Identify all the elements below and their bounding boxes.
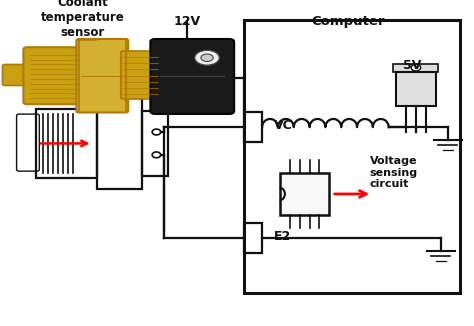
Bar [280, 173, 329, 215]
Bar [244, 20, 460, 293]
Bar [36, 109, 97, 178]
Circle shape [152, 129, 161, 135]
Bar [396, 72, 436, 106]
Bar [142, 111, 168, 176]
Text: Voltage
sensing
circuit: Voltage sensing circuit [370, 156, 418, 189]
Text: Coolant
temperature
sensor: Coolant temperature sensor [41, 0, 125, 39]
Circle shape [411, 64, 421, 71]
Bar [244, 223, 262, 253]
Bar [244, 112, 262, 142]
Circle shape [152, 152, 161, 158]
Text: 5V: 5V [403, 59, 421, 72]
Text: E2: E2 [274, 230, 291, 243]
Text: 12V: 12V [173, 15, 201, 28]
Text: VC: VC [274, 119, 293, 132]
Bar [97, 98, 142, 189]
Text: Computer: Computer [311, 15, 385, 28]
Bar [393, 64, 438, 72]
